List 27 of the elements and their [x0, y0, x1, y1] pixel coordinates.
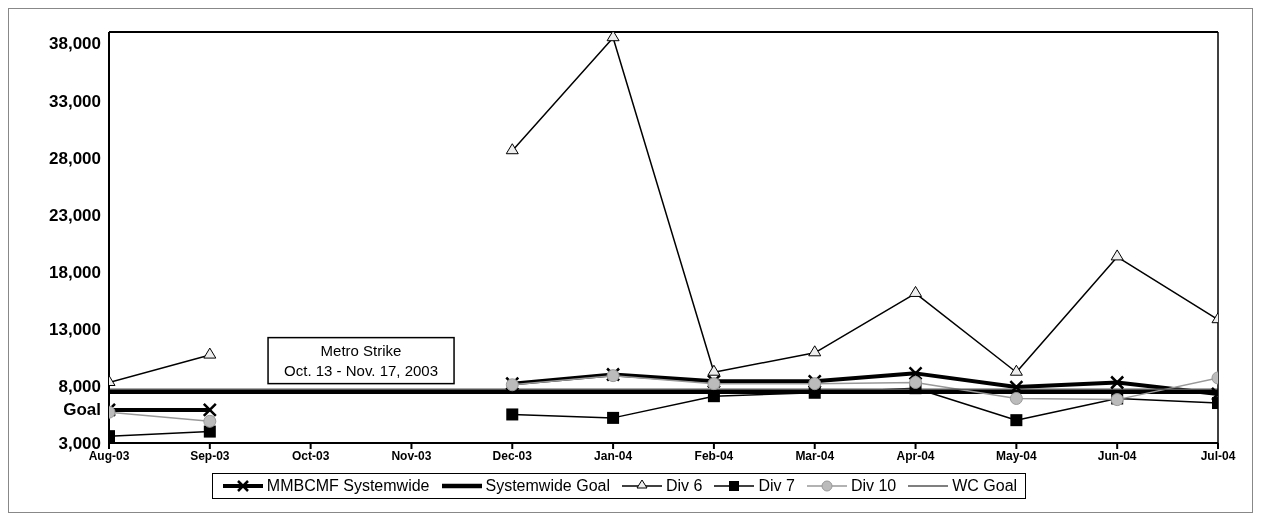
x-tick-label: Oct-03	[291, 448, 330, 463]
x-tick-label: Mar-04	[795, 448, 835, 463]
y-tick-label: 13,000	[49, 319, 101, 339]
y-tick-label: 23,000	[49, 205, 101, 225]
y-tick-label: 33,000	[49, 91, 101, 111]
x-tick-label: May-04	[996, 448, 1038, 463]
legend-label: Div 6	[666, 477, 703, 495]
x-tick-label: Jan-04	[594, 448, 633, 463]
x-tick-label: Sep-03	[190, 448, 230, 463]
y-tick-label: 18,000	[49, 262, 101, 282]
x-tick-label: Apr-04	[896, 448, 935, 463]
legend-label: Systemwide Goal	[485, 477, 610, 495]
legend-label: Div 10	[850, 477, 897, 495]
x-tick-label: Dec-03	[492, 448, 533, 463]
x-tick-label: Feb-04	[694, 448, 734, 463]
annotation: Metro Strike Oct. 13 - Nov. 17, 2003	[284, 341, 439, 379]
legend-label: Div 7	[758, 477, 795, 495]
legend-label: WC Goal	[952, 477, 1018, 495]
y-tick-label: 28,000	[49, 148, 101, 168]
y-tick-label: 38,000	[49, 34, 101, 54]
x-tick-label: Jun-04	[1097, 448, 1137, 463]
y-tick-label: Goal	[63, 399, 101, 419]
y-tick-label: 8,000	[58, 376, 101, 396]
x-tick-label: Nov-03	[391, 448, 432, 463]
x-tick-label: Jul-04	[1200, 448, 1236, 463]
x-tick-label: Aug-03	[88, 448, 130, 463]
legend-label: MMBCMF Systemwide	[266, 477, 430, 495]
